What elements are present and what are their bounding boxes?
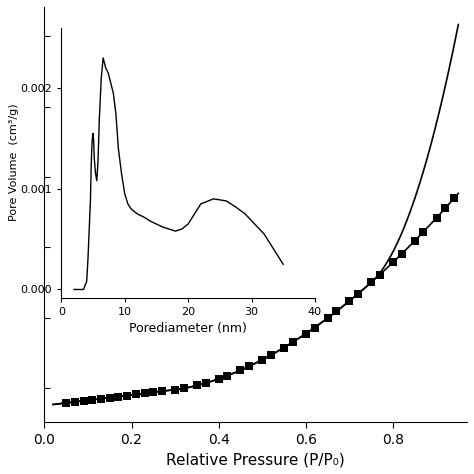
Point xyxy=(141,390,148,397)
Point xyxy=(202,379,210,387)
X-axis label: Relative Pressure (P/P₀): Relative Pressure (P/P₀) xyxy=(166,452,345,467)
Point xyxy=(71,398,79,406)
Point xyxy=(193,382,201,389)
Point xyxy=(132,391,140,398)
Point xyxy=(346,297,353,305)
Point xyxy=(123,392,131,399)
Point xyxy=(224,372,231,379)
Point xyxy=(246,363,253,370)
Point xyxy=(311,324,319,331)
Point xyxy=(367,279,375,286)
Point xyxy=(171,386,179,393)
Point xyxy=(398,250,405,258)
Point xyxy=(324,314,331,322)
Point xyxy=(215,375,222,383)
Point xyxy=(258,356,266,364)
Point xyxy=(302,330,310,337)
Point xyxy=(180,384,188,392)
Point xyxy=(237,366,244,374)
Point xyxy=(97,395,105,402)
Point xyxy=(333,308,340,315)
Point xyxy=(411,237,419,245)
Point xyxy=(355,290,362,298)
Point xyxy=(433,214,440,221)
Point xyxy=(80,397,87,405)
Point xyxy=(376,271,384,278)
Point xyxy=(150,389,157,396)
Point xyxy=(89,396,96,403)
Point xyxy=(106,394,114,401)
Point xyxy=(158,388,166,395)
Point xyxy=(63,399,70,407)
Point xyxy=(115,393,122,401)
Point xyxy=(389,258,397,266)
Point xyxy=(289,338,297,346)
Point xyxy=(267,351,275,359)
Point xyxy=(450,195,458,202)
Point xyxy=(419,228,427,236)
Point xyxy=(441,204,449,212)
Point xyxy=(280,344,288,351)
